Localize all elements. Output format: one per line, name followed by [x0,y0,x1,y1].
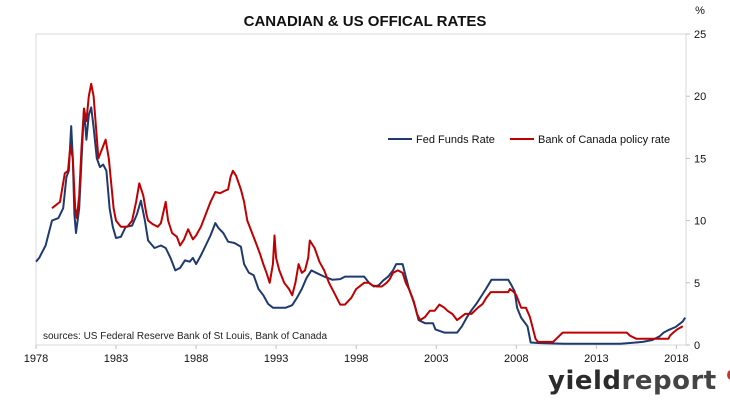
logo-percent-symbol: % [726,366,730,396]
x-tick-label: 1988 [184,353,208,365]
y-tick-label: 10 [694,216,706,228]
x-tick-label: 2008 [504,353,528,365]
y-tick-label: 15 [694,153,706,165]
y-tick-label: 20 [694,91,706,103]
logo-word-report: report [621,366,717,396]
x-tick-label: 1998 [344,353,368,365]
yieldreport-logo: yieldreport % [548,366,730,396]
x-tick-label: 2013 [584,353,608,365]
x-axis: 1978 1983 1988 1993 1998 2003 2008 2013 2018 [24,345,689,365]
series-line-1 [51,82,684,343]
y-tick-label: 0 [694,340,700,352]
y-tick-label: 5 [694,278,700,290]
legend: Fed Funds Rate Bank of Canada policy rate [388,134,670,146]
series-layer [35,82,687,345]
x-tick-label: 1993 [264,353,288,365]
logo-word-yield: yield [548,366,622,396]
legend-label-1: Bank of Canada policy rate [538,134,670,146]
plot-area [35,33,687,346]
y-unit-label: % [695,5,705,17]
chart-title: CANADIAN & US OFFICAL RATES [244,13,487,30]
x-tick-label: 1983 [104,353,128,365]
y-axis: 0 5 10 15 20 25 [686,29,706,352]
y-tick-label: 25 [694,29,706,41]
x-tick-label: 2003 [424,353,448,365]
source-note: sources: US Federal Reserve Bank of St L… [43,331,327,342]
legend-label-0: Fed Funds Rate [416,134,495,146]
x-tick-label: 1978 [24,353,48,365]
series-line-0 [35,106,687,345]
x-tick-label: 2018 [664,353,688,365]
